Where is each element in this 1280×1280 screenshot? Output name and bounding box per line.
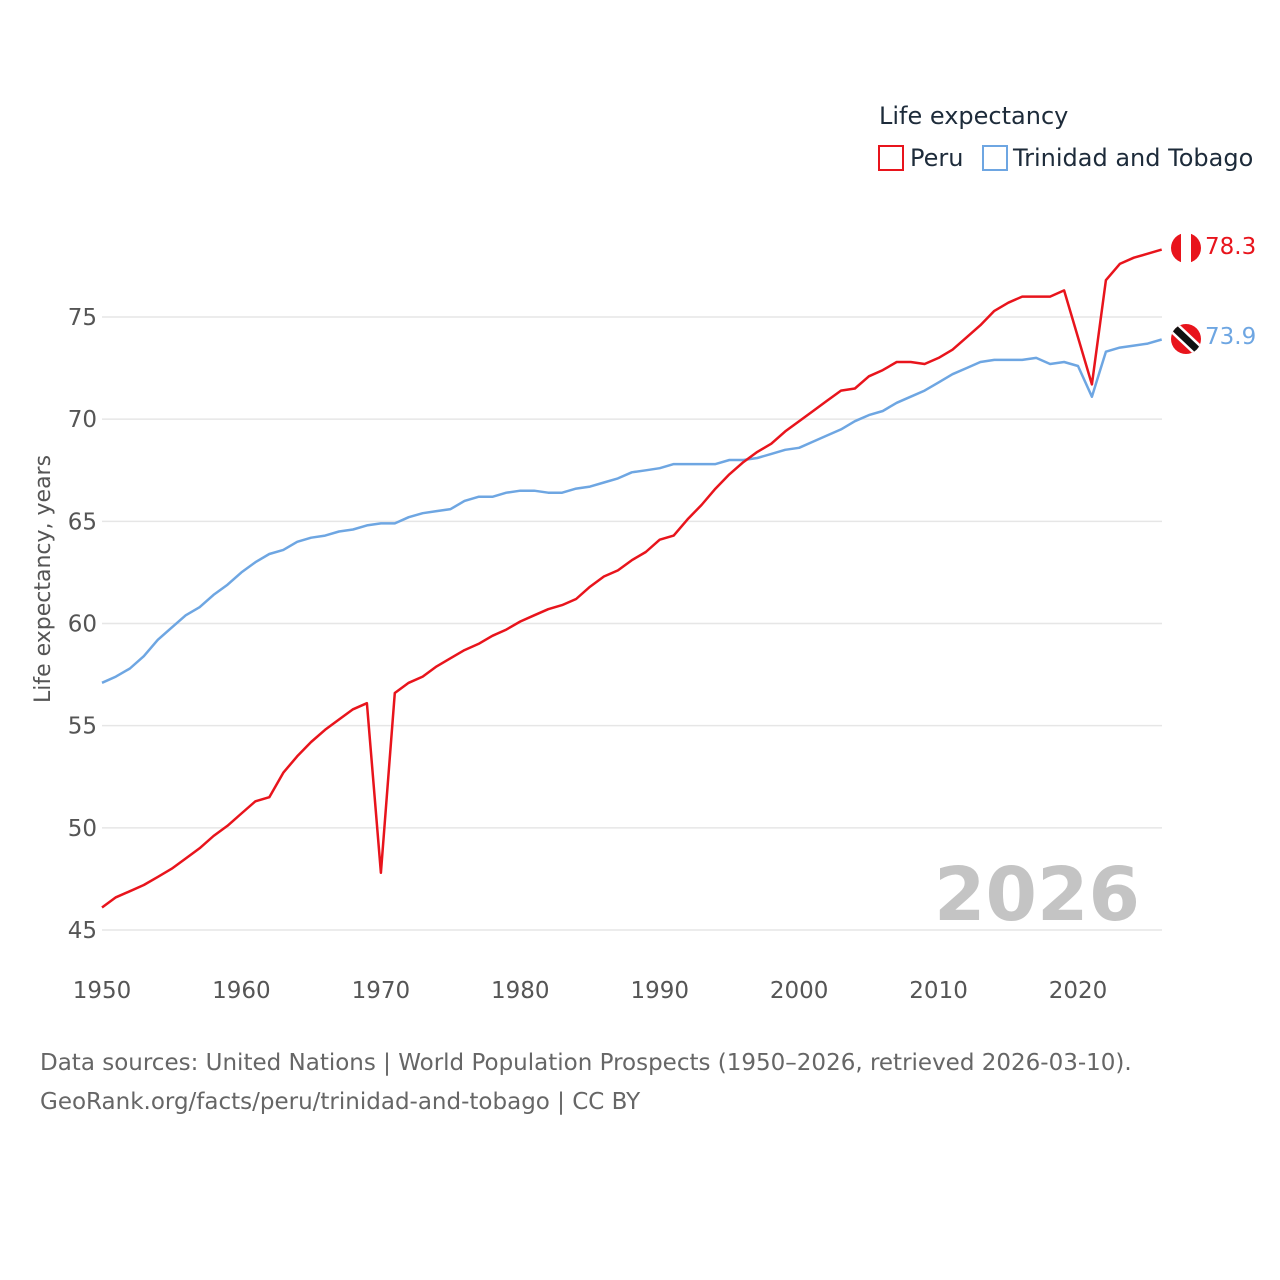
legend-label-peru: Peru <box>910 144 963 172</box>
legend: Life expectancy Peru Trinidad and Tobago <box>878 102 1253 172</box>
peru-flag-icon <box>1171 233 1201 263</box>
x-tick-label: 2010 <box>909 978 968 1004</box>
legend-item-peru[interactable]: Peru <box>878 144 963 172</box>
y-tick-label: 65 <box>68 509 97 535</box>
x-tick-label: 2000 <box>770 978 829 1004</box>
series-line-trinidad[interactable] <box>101 338 1163 684</box>
current-year-watermark: 2026 <box>934 852 1140 938</box>
end-label-peru: 78.3 <box>1205 234 1256 260</box>
y-tick-label: 50 <box>68 816 97 842</box>
y-axis-ticks: 45 50 55 60 65 70 75 <box>68 305 97 944</box>
y-tick-label: 75 <box>68 305 97 331</box>
end-label-trinidad: 73.9 <box>1205 324 1256 350</box>
legend-item-trinidad[interactable]: Trinidad and Tobago <box>982 144 1253 172</box>
grid-lines <box>102 316 1162 931</box>
legend-title: Life expectancy <box>879 102 1068 130</box>
y-tick-label: 55 <box>68 714 97 740</box>
legend-swatch-peru <box>878 145 904 171</box>
source-line-2[interactable]: GeoRank.org/facts/peru/trinidad-and-toba… <box>40 1089 641 1115</box>
x-tick-label: 2020 <box>1049 978 1108 1004</box>
series-lines <box>101 248 1163 909</box>
trinidad-flag-icon <box>1171 324 1201 354</box>
legend-swatch-trinidad <box>982 145 1008 171</box>
legend-label-trinidad: Trinidad and Tobago <box>1012 144 1253 172</box>
x-tick-label: 1950 <box>73 978 132 1004</box>
source-line-1: Data sources: United Nations | World Pop… <box>40 1050 1132 1076</box>
x-tick-label: 1990 <box>630 978 689 1004</box>
x-tick-label: 1960 <box>212 978 271 1004</box>
y-tick-label: 70 <box>68 407 97 433</box>
series-line-peru[interactable] <box>101 248 1163 909</box>
source-note: Data sources: United Nations | World Pop… <box>40 1044 1132 1122</box>
x-axis-ticks: 1950 1960 1970 1980 1990 2000 2010 2020 <box>73 978 1108 1004</box>
y-tick-label: 45 <box>68 918 97 944</box>
x-tick-label: 1980 <box>491 978 550 1004</box>
y-tick-label: 60 <box>68 612 97 638</box>
y-axis-label: Life expectancy, years <box>31 455 56 703</box>
x-tick-label: 1970 <box>352 978 411 1004</box>
